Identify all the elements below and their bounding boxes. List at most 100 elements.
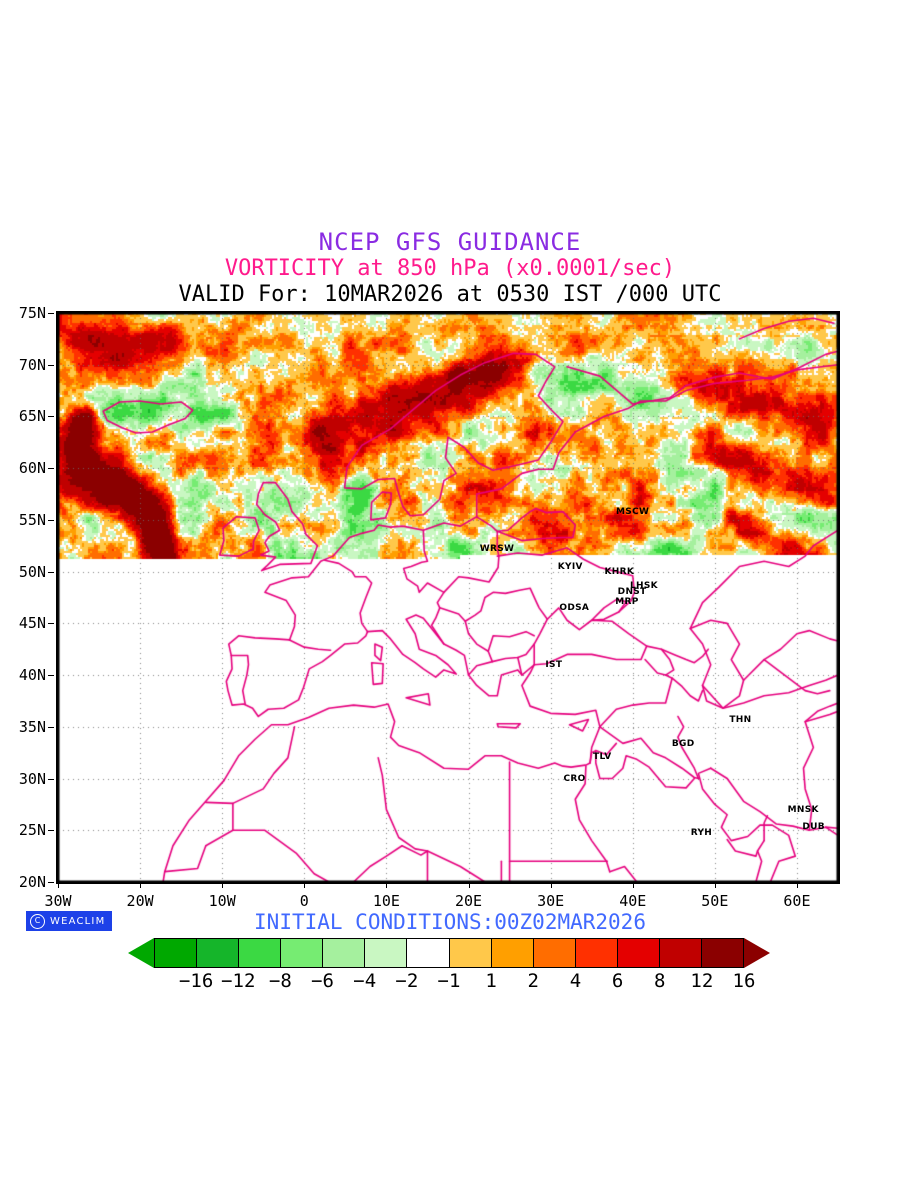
y-tick-mark xyxy=(48,778,54,780)
city-label-thn: THN xyxy=(729,714,752,725)
colorbar-segment xyxy=(617,939,660,967)
weaclim-label: WEACLIM xyxy=(50,915,106,927)
colorbar-segment xyxy=(491,939,534,967)
map-plot-area[interactable]: MSCW WRSW KYIV KHRK LHSK DNST MRP ODSA IST THN BGD… xyxy=(56,311,840,884)
city-label-dub: DUB xyxy=(802,822,825,833)
y-tick-label: 50N xyxy=(18,562,46,581)
y-tick-label: 30N xyxy=(18,769,46,788)
city-label-lhsk: LHSK xyxy=(629,581,658,592)
y-tick-mark xyxy=(48,571,54,573)
colorbar-tick-label: −1 xyxy=(437,970,461,992)
y-tick-label: 35N xyxy=(18,717,46,736)
colorbar-tick-label: −4 xyxy=(353,970,377,992)
y-tick-mark xyxy=(48,882,54,883)
y-tick-label: 65N xyxy=(18,407,46,426)
colorbar-segment xyxy=(155,939,198,967)
y-tick-label: 20N xyxy=(18,873,46,891)
city-label-odsa: ODSA xyxy=(559,602,590,613)
y-tick-mark xyxy=(48,468,54,470)
y-tick-label: 75N xyxy=(18,304,46,322)
colorbar-tick-label: 12 xyxy=(690,970,714,992)
weaclim-logo: C WEACLIM xyxy=(26,911,113,931)
y-tick-mark xyxy=(48,726,54,728)
colorbar-segment xyxy=(659,939,703,967)
y-tick-mark xyxy=(48,675,54,677)
city-label-tlv: TLV xyxy=(593,751,612,762)
colorbar-tick-label: 6 xyxy=(611,970,624,992)
city-label-wrsw: WRSW xyxy=(479,543,515,554)
colorbar-under-arrow xyxy=(128,938,154,968)
city-label-mrp: MRP xyxy=(615,596,639,607)
x-tick-label: 20E xyxy=(454,892,483,910)
y-tick-mark xyxy=(48,623,54,625)
colorbar-segment xyxy=(407,939,450,967)
city-label-ist: IST xyxy=(545,659,563,670)
y-tick-mark xyxy=(48,364,54,366)
x-tick-mark xyxy=(632,882,634,888)
colorbar-tick-label: −6 xyxy=(311,970,335,992)
colorbar-segment xyxy=(533,939,576,967)
y-axis: 75N 70N 65N 60N 55N 50N 45N 40N 35N 30N 25N 20N xyxy=(0,304,54,891)
city-label-ryh: RYH xyxy=(690,828,713,839)
x-tick-mark xyxy=(222,882,224,888)
y-tick-mark xyxy=(48,313,54,314)
page-title: NCEP GFS GUIDANCE xyxy=(318,228,582,256)
copyright-icon: C xyxy=(30,913,45,929)
city-label-mscw: MSCW xyxy=(616,506,650,517)
y-tick-label: 70N xyxy=(18,355,46,374)
colorbar-tick-labels: −16 −12 −8 −6 −4 −2 −1 1 2 4 6 8 12 16 xyxy=(128,970,770,994)
initial-conditions-label: INITIAL CONDITIONS:00Z02MAR2026 xyxy=(254,910,646,934)
colorbar-segments xyxy=(154,938,744,968)
x-tick-mark xyxy=(386,882,388,888)
x-tick-mark xyxy=(468,882,470,888)
x-tick-mark xyxy=(796,882,798,888)
colorbar-tick-label: 16 xyxy=(732,970,756,992)
y-tick-mark xyxy=(48,519,54,521)
x-tick-label: 10W xyxy=(208,892,236,910)
city-label-bgd: BGD xyxy=(671,739,695,750)
colorbar-segment xyxy=(239,939,282,967)
valid-time-subtitle: VALID For: 10MAR2026 at 0530 IST /000 UT… xyxy=(178,282,722,307)
colorbar-tick-label: −16 xyxy=(178,970,214,992)
city-label-dnst: DNST xyxy=(617,587,647,598)
colorbar-segment xyxy=(575,939,618,967)
y-tick-mark xyxy=(48,830,54,832)
x-tick-label: 10E xyxy=(372,892,400,910)
y-tick-label: 60N xyxy=(18,459,46,478)
y-tick-label: 40N xyxy=(18,666,46,685)
colorbar xyxy=(128,938,770,968)
x-tick-label: 20W xyxy=(126,892,154,910)
colorbar-tick-label: 8 xyxy=(653,970,666,992)
y-tick-label: 25N xyxy=(18,821,46,840)
city-label-cro: CRO xyxy=(563,773,586,784)
x-tick-label: 50E xyxy=(701,892,729,910)
city-label-kyiv: KYIV xyxy=(557,562,583,573)
y-tick-mark xyxy=(48,416,54,418)
colorbar-segment xyxy=(281,939,324,967)
colorbar-segment xyxy=(449,939,492,967)
x-tick-mark xyxy=(304,882,306,888)
x-tick-label: 30W xyxy=(44,892,72,910)
x-tick-label: 30E xyxy=(537,892,565,910)
city-label-khrk: KHRK xyxy=(604,566,635,577)
x-tick-mark xyxy=(140,882,142,888)
colorbar-tick-label: 4 xyxy=(569,970,582,992)
x-tick-mark xyxy=(550,882,552,888)
vorticity-field-canvas xyxy=(58,313,838,882)
x-tick-label: 0 xyxy=(299,892,309,910)
variable-subtitle: VORTICITY at 850 hPa (x0.0001/sec) xyxy=(224,256,676,281)
x-tick-label: 60E xyxy=(783,892,811,910)
colorbar-over-arrow xyxy=(744,938,770,968)
colorbar-segment xyxy=(197,939,240,967)
x-tick-mark xyxy=(58,882,59,888)
city-label-mnsk: MNSK xyxy=(787,804,819,815)
x-axis: 30W 20W 10W 0 10E 20E 30E 40E 50E 60E xyxy=(44,882,840,910)
colorbar-segment xyxy=(702,939,744,967)
colorbar-tick-label: 2 xyxy=(527,970,540,992)
x-tick-label: 40E xyxy=(619,892,647,910)
y-tick-label: 55N xyxy=(18,510,46,529)
colorbar-segment xyxy=(365,939,408,967)
colorbar-tick-label: −2 xyxy=(395,970,419,992)
title-block: NCEP GFS GUIDANCE VORTICITY at 850 hPa (… xyxy=(0,228,900,308)
